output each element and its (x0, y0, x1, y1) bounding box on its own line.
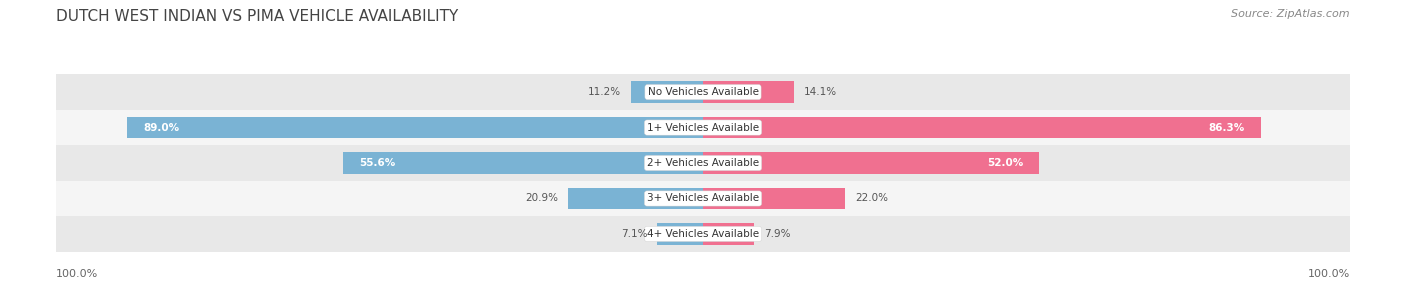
Bar (703, 152, 1039, 174)
Text: 4+ Vehicles Available: 4+ Vehicles Available (647, 229, 759, 239)
Text: No Vehicles Available: No Vehicles Available (648, 87, 758, 97)
Bar (568, 188, 703, 209)
Bar (56, 145, 1350, 181)
Bar (128, 117, 703, 138)
Text: 100.0%: 100.0% (1308, 269, 1350, 279)
Bar (657, 223, 703, 245)
Text: 89.0%: 89.0% (143, 123, 180, 132)
Bar (343, 152, 703, 174)
Bar (630, 82, 703, 103)
Text: DUTCH WEST INDIAN VS PIMA VEHICLE AVAILABILITY: DUTCH WEST INDIAN VS PIMA VEHICLE AVAILA… (56, 9, 458, 23)
Text: 1+ Vehicles Available: 1+ Vehicles Available (647, 123, 759, 132)
Text: 100.0%: 100.0% (56, 269, 98, 279)
Text: 2+ Vehicles Available: 2+ Vehicles Available (647, 158, 759, 168)
Text: 22.0%: 22.0% (855, 194, 889, 203)
Text: 3+ Vehicles Available: 3+ Vehicles Available (647, 194, 759, 203)
Text: 55.6%: 55.6% (360, 158, 396, 168)
Text: Source: ZipAtlas.com: Source: ZipAtlas.com (1232, 9, 1350, 19)
Bar (703, 117, 1261, 138)
Text: 20.9%: 20.9% (524, 194, 558, 203)
Text: 52.0%: 52.0% (987, 158, 1024, 168)
Bar (56, 74, 1350, 110)
Text: 7.1%: 7.1% (621, 229, 647, 239)
Bar (703, 188, 845, 209)
Bar (56, 181, 1350, 216)
Text: 14.1%: 14.1% (804, 87, 837, 97)
Text: 11.2%: 11.2% (588, 87, 621, 97)
Bar (56, 110, 1350, 145)
Bar (703, 223, 754, 245)
Bar (703, 82, 794, 103)
Text: 7.9%: 7.9% (763, 229, 790, 239)
Bar (56, 216, 1350, 252)
Text: 86.3%: 86.3% (1209, 123, 1244, 132)
